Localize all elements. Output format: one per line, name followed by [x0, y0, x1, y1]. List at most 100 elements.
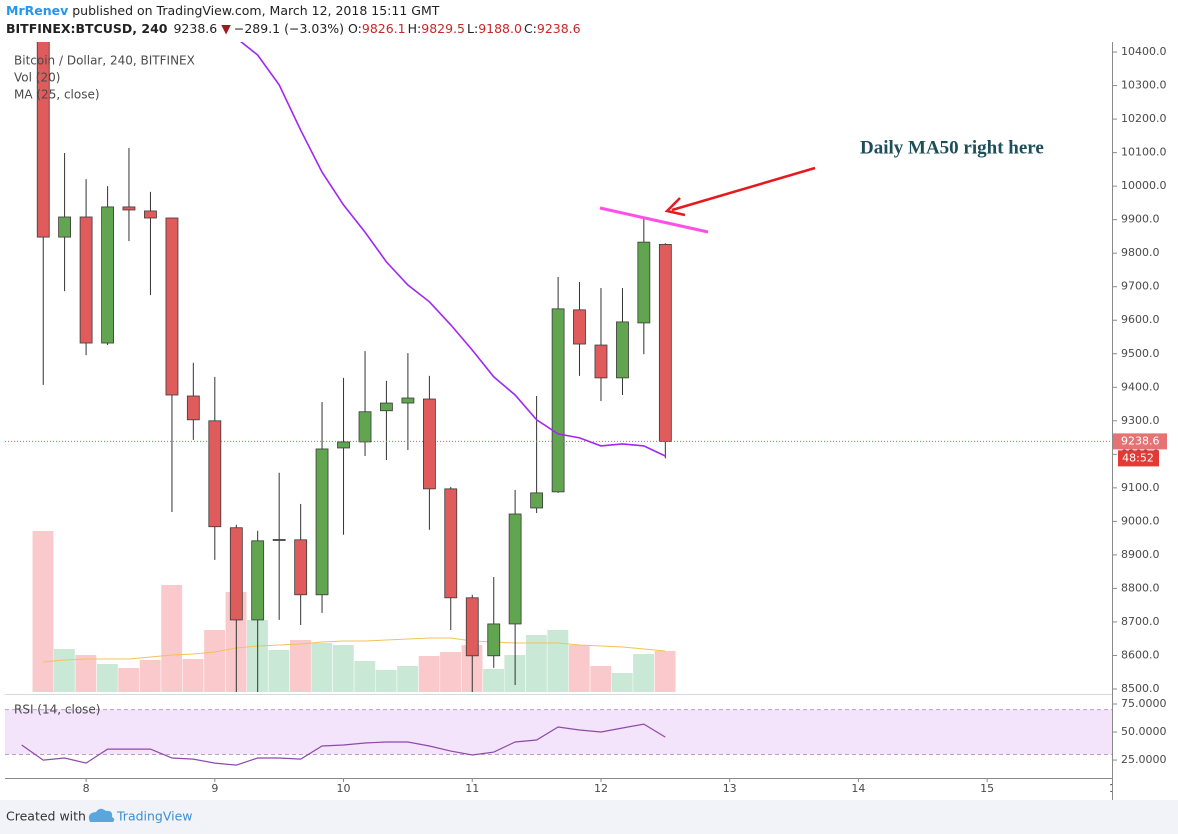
ohlc-value: 9188.0 [478, 21, 522, 36]
candle-body [658, 244, 672, 442]
y-tick-label: 9700.0 [1121, 280, 1160, 293]
volume-bar [440, 652, 461, 692]
price-axis: 8500.0 8600.0 8700.0 8800.0 8900.0 9000.0 9100… [1112, 45, 1167, 766]
candle-body [465, 597, 479, 657]
volume-bar [354, 661, 376, 692]
y-tick-label: 50.0000 [1121, 725, 1167, 738]
ohlc-label: O: [348, 21, 362, 36]
x-tick-label: 8 [83, 782, 90, 795]
x-tick-label: 11 [465, 782, 479, 795]
x-tick-label: 10 [337, 782, 351, 795]
header-line: MrRenev published on TradingView.com, Mar… [6, 3, 440, 18]
candle-body [101, 206, 114, 344]
volume-bar [204, 630, 225, 692]
volume-bar [96, 664, 118, 692]
candle-body [401, 397, 415, 404]
volume-bar [568, 645, 590, 692]
candle-body [79, 216, 93, 344]
countdown-box [1118, 450, 1159, 467]
brand[interactable]: TradingView [116, 809, 193, 824]
candle-body [487, 623, 501, 657]
volume-bar [32, 531, 54, 692]
countdown: 48:52 [1122, 451, 1154, 464]
rsi-pane [5, 709, 1112, 766]
candle-body [229, 527, 243, 621]
ohlc-value: 9829.5 [421, 21, 465, 36]
legend-volume: Vol (20) [14, 71, 60, 85]
candle-body [337, 441, 350, 449]
candle-body [165, 217, 179, 396]
candle-body [144, 210, 157, 219]
volume-bar [375, 670, 397, 692]
volume-bar [547, 630, 569, 692]
y-tick-label: 9600.0 [1121, 313, 1160, 326]
ohlc-value: 9238.6 [537, 21, 581, 36]
y-tick-label: 8800.0 [1121, 581, 1160, 594]
y-tick-label: 10400.0 [1121, 45, 1167, 58]
trend-line [599, 206, 709, 234]
candle-body [508, 513, 522, 625]
last-price-label: 9238.6 [1121, 434, 1160, 447]
y-tick-label: 9100.0 [1121, 481, 1160, 494]
x-tick-label: 13 [723, 782, 737, 795]
y-tick-label: 8900.0 [1121, 548, 1160, 561]
candle-body [186, 395, 200, 421]
volume-bar [611, 673, 633, 692]
y-tick-label: 10200.0 [1121, 112, 1167, 125]
ohlc-value: 9826.1 [362, 21, 406, 36]
candle-body [294, 539, 308, 596]
volume-bar [483, 669, 504, 692]
candle-body [122, 206, 136, 211]
candle-body [530, 492, 544, 509]
y-tick-label: 9500.0 [1121, 347, 1160, 360]
candle-body [573, 309, 586, 345]
arrow [671, 166, 816, 212]
y-tick-label: 9300.0 [1121, 414, 1160, 427]
volume-bar [525, 635, 547, 692]
annotation: Daily MA50 right here [860, 137, 1044, 158]
y-tick-label: 10000.0 [1121, 179, 1167, 192]
volume-bar [268, 650, 290, 692]
candle-body [272, 539, 286, 541]
direction: ▼ [221, 21, 231, 36]
legend-ma: MA (25, close) [14, 88, 100, 102]
volume-bar [139, 660, 161, 692]
y-tick-label: 10300.0 [1121, 79, 1167, 92]
volume-bar [397, 666, 419, 692]
price-axis-panel [1112, 42, 1178, 800]
candle-body [422, 398, 436, 490]
candle-body [251, 540, 265, 621]
ohlc-label: H: [408, 21, 422, 36]
price-pane [5, 42, 1112, 692]
candle-body [58, 216, 71, 238]
candle-body [637, 241, 651, 324]
author[interactable]: MrRenev [6, 3, 68, 18]
header [0, 0, 1178, 41]
volume-bar [311, 643, 333, 692]
last: 9238.6 [173, 21, 217, 36]
legend-rsi: RSI (14, close) [14, 703, 100, 717]
y-tick-label: 9800.0 [1121, 246, 1160, 259]
candle-body [36, 42, 50, 238]
x-tick-label: 9 [211, 782, 218, 795]
logo[interactable] [88, 808, 115, 822]
published: published on TradingView.com, March 12, … [72, 3, 439, 18]
symbol-line: BITFINEX:BTCUSD, 240 9238.6 ▼ −289.1 (−3.03… [6, 21, 581, 36]
legend-title: Bitcoin / Dollar, 240, BITFINEX [14, 54, 195, 68]
y-tick-label: 9900.0 [1121, 213, 1160, 226]
change: −289.1 (−3.03%) [234, 21, 344, 36]
volume-bar [654, 651, 676, 692]
volume-bar [161, 585, 183, 692]
ohlc-label: L: [467, 21, 478, 36]
volume-bar [182, 659, 204, 692]
volume-bar [53, 649, 75, 692]
candle-body [358, 411, 372, 443]
candle-body [208, 420, 222, 528]
rsi-line [21, 723, 666, 766]
volume-bar [332, 645, 354, 692]
y-tick-label: 8700.0 [1121, 615, 1160, 628]
last-price-box [1113, 433, 1167, 450]
candle-body [616, 321, 629, 379]
x-tick-label: 14 [851, 782, 865, 795]
